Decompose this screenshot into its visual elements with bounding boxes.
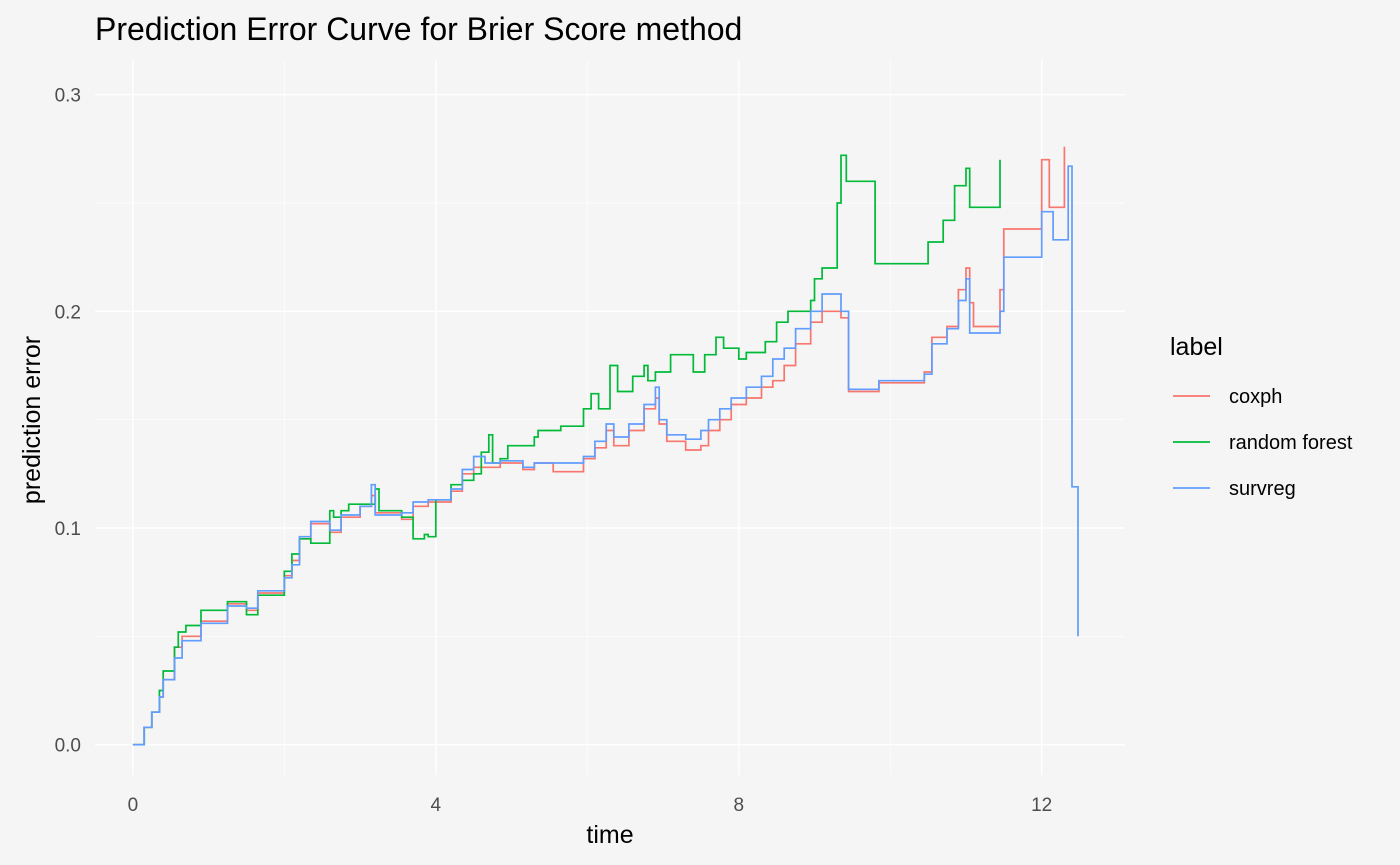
x-tick-label: 4 <box>431 795 442 816</box>
legend-label: survreg <box>1229 478 1296 500</box>
y-axis-ticks: 0.0 0.1 0.2 0.3 <box>55 86 81 757</box>
legend-item-survreg: survreg <box>1173 478 1296 500</box>
legend-title: label <box>1170 333 1223 361</box>
legend-item-random-forest: random forest <box>1173 432 1353 454</box>
legend-item-coxph: coxph <box>1173 386 1282 408</box>
y-tick-label: 0.1 <box>55 519 81 540</box>
x-tick-label: 12 <box>1031 795 1052 816</box>
grid <box>95 60 1125 775</box>
legend: label coxph random forest survreg <box>1170 333 1353 500</box>
y-axis-title: prediction error <box>18 336 46 504</box>
series-line-survreg <box>132 165 1079 746</box>
y-tick-label: 0.0 <box>55 736 81 757</box>
chart-title: Prediction Error Curve for Brier Score m… <box>95 11 742 47</box>
x-axis-title: time <box>586 821 633 849</box>
x-tick-label: 0 <box>128 795 139 816</box>
legend-items: coxph random forest survreg <box>1173 386 1353 500</box>
y-tick-label: 0.3 <box>55 86 81 107</box>
series-lines <box>132 146 1079 746</box>
legend-label: coxph <box>1229 386 1282 408</box>
legend-label: random forest <box>1229 432 1353 454</box>
x-axis-ticks: 0 4 8 12 <box>128 795 1053 816</box>
series-line-random-forest <box>132 154 1001 746</box>
y-tick-label: 0.2 <box>55 302 81 323</box>
x-tick-label: 8 <box>733 795 744 816</box>
